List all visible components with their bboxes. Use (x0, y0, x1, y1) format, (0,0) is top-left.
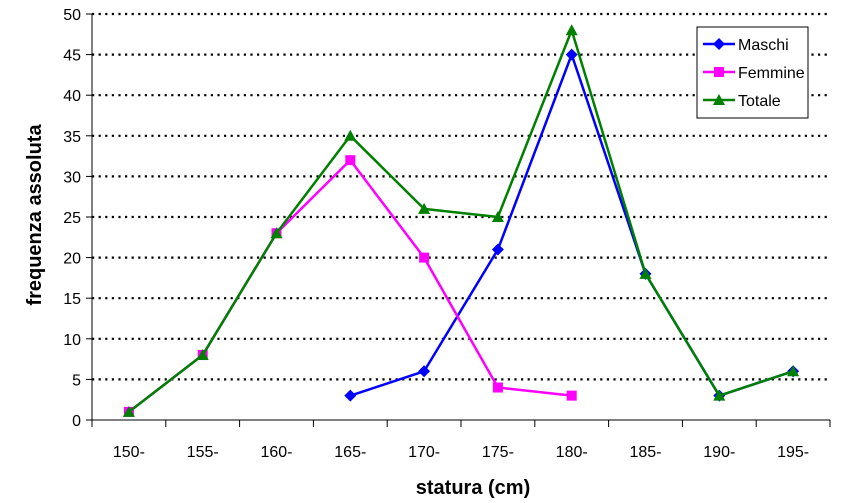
marker-diamond (491, 243, 504, 256)
x-tick-label: 160- (260, 444, 292, 461)
marker-triangle (565, 24, 578, 36)
series (122, 24, 800, 417)
x-tick-label: 195- (777, 444, 809, 461)
marker-triangle (713, 94, 725, 105)
y-tick-label: 15 (63, 291, 81, 308)
marker-square (345, 155, 356, 166)
y-tick-label: 25 (63, 210, 81, 227)
y-tick-label: 40 (63, 88, 81, 105)
x-tick-label: 180- (556, 444, 588, 461)
x-tick-label: 165- (334, 444, 366, 461)
y-tick-label: 5 (72, 372, 81, 389)
marker-diamond (565, 48, 578, 61)
series-femmine (123, 155, 577, 417)
marker-square (714, 67, 724, 77)
y-tick-label: 0 (72, 413, 81, 430)
legend-label: Femmine (738, 65, 805, 82)
series-line (128, 28, 794, 413)
y-tick-label: 45 (63, 48, 81, 65)
marker-triangle (418, 202, 431, 214)
y-tick-label: 35 (63, 129, 81, 146)
y-tick-label: 50 (63, 7, 81, 24)
y-axis-title: frequenza assoluta (24, 124, 46, 306)
x-tick-label: 190- (703, 444, 735, 461)
axes: 0 5 10 15 20 25 30 35 40 45 50 150- 155- 160- 165- 170-… (63, 7, 831, 461)
marker-diamond (418, 365, 431, 378)
legend: Maschi Femmine Totale (696, 26, 809, 119)
marker-triangle (270, 227, 283, 239)
marker-triangle (196, 349, 209, 361)
x-tick-label: 175- (482, 444, 514, 461)
x-tick-label: 185- (629, 444, 661, 461)
marker-square (492, 382, 503, 393)
y-tick-label: 10 (63, 332, 81, 349)
legend-label: Maschi (738, 37, 789, 54)
marker-square (566, 390, 577, 401)
marker-triangle (491, 211, 504, 222)
y-tick-label: 20 (63, 251, 81, 268)
marker-triangle (639, 267, 652, 279)
marker-triangle (713, 389, 726, 401)
marker-triangle (122, 405, 135, 417)
legend-label: Totale (738, 93, 781, 110)
marker-triangle (787, 365, 800, 377)
series-totale (122, 24, 800, 417)
marker-square (419, 252, 430, 263)
marker-diamond (713, 38, 725, 50)
x-tick-label: 155- (187, 444, 219, 461)
x-tick-label: 150- (113, 444, 145, 461)
marker-diamond (344, 389, 357, 402)
marker-triangle (344, 129, 357, 141)
x-tick-label: 170- (408, 444, 440, 461)
y-tick-label: 30 (63, 169, 81, 186)
x-axis-title: statura (cm) (416, 477, 530, 499)
